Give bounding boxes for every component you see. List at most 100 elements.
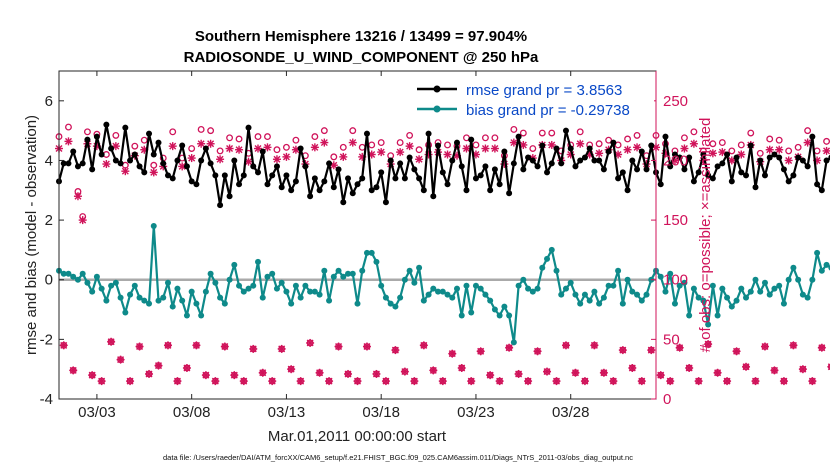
obs-possible-point	[614, 141, 622, 149]
point-rmse	[378, 169, 385, 176]
obs-possible-point	[65, 123, 72, 131]
point-bias	[624, 276, 631, 283]
legend-rmse-label: rmse grand pr = 3.8563	[466, 82, 622, 99]
point-bias	[283, 288, 290, 295]
point-rmse	[273, 163, 280, 170]
obs-assimilated-point	[201, 371, 210, 380]
point-bias	[719, 285, 726, 292]
point-rmse	[605, 148, 612, 155]
point-rmse	[804, 163, 811, 170]
obs-assimilated-point	[552, 377, 561, 386]
point-rmse	[558, 160, 565, 167]
point-rmse	[477, 172, 484, 179]
obs-assimilated-point	[708, 149, 717, 158]
obs-assimilated-point	[410, 377, 419, 386]
obs-assimilated-point	[490, 144, 499, 153]
obs-assimilated-point	[381, 377, 390, 386]
point-rmse	[799, 157, 806, 164]
point-bias	[207, 270, 214, 277]
legend-box	[412, 79, 654, 119]
point-rmse	[610, 139, 617, 146]
obs-assimilated-point	[197, 139, 206, 148]
point-bias	[164, 279, 171, 286]
obs-assimilated-point	[462, 144, 471, 153]
point-rmse	[321, 178, 328, 185]
obs-assimilated-point	[732, 347, 741, 356]
point-rmse	[724, 151, 731, 158]
obs-assimilated-point	[637, 377, 646, 386]
obs-assimilated-point	[647, 346, 656, 355]
point-bias	[382, 294, 389, 301]
obs-possible-point	[775, 136, 783, 144]
axis-ticks: 03/03 03/08 03/13 03/18 03/23 03/28 -4 -2 0 2 4 6 0 5…	[40, 71, 688, 421]
point-bias	[676, 282, 683, 289]
point-rmse	[302, 163, 309, 170]
obs-assimilated-point	[306, 338, 315, 347]
point-rmse	[790, 172, 797, 179]
obs-assimilated-point	[798, 365, 807, 374]
point-bias	[534, 285, 541, 292]
point-bias	[397, 294, 404, 301]
point-bias	[558, 291, 565, 298]
point-bias	[671, 300, 678, 307]
point-bias	[392, 303, 399, 310]
obs-assimilated-point	[348, 138, 357, 147]
point-bias	[572, 291, 579, 298]
y-tick-label: -4	[40, 391, 53, 408]
point-bias	[406, 267, 413, 274]
point-bias	[539, 264, 546, 271]
point-rmse	[89, 166, 96, 173]
obs-assimilated-point	[514, 369, 523, 378]
point-bias	[278, 279, 285, 286]
obs-possible-point	[472, 141, 480, 149]
obs-assimilated-point	[362, 342, 371, 351]
point-bias	[179, 297, 186, 304]
point-bias	[93, 273, 100, 280]
point-rmse	[60, 160, 67, 167]
obs-possible-point	[633, 131, 641, 139]
point-rmse	[615, 175, 622, 182]
point-bias	[586, 297, 593, 304]
point-bias	[435, 288, 442, 295]
y-tick-label: 6	[45, 93, 53, 110]
point-bias	[510, 339, 517, 346]
point-bias	[638, 297, 645, 304]
obs-assimilated-point	[339, 152, 348, 161]
obs-assimilated-point	[609, 377, 618, 386]
obs-possible-point	[406, 131, 414, 139]
point-bias	[70, 273, 77, 280]
point-rmse	[335, 166, 342, 173]
y-tick-label-right: 50	[663, 331, 680, 348]
point-bias	[619, 300, 626, 307]
point-bias	[416, 264, 423, 271]
point-bias	[662, 288, 669, 295]
plot-area	[59, 71, 656, 399]
point-bias	[629, 288, 636, 295]
point-rmse	[809, 133, 816, 140]
point-rmse	[93, 133, 100, 140]
point-rmse	[761, 172, 768, 179]
point-bias	[591, 288, 598, 295]
point-rmse	[752, 184, 759, 191]
obs-assimilated-point	[742, 362, 751, 371]
point-rmse	[316, 187, 323, 194]
obs-possible-point	[680, 134, 688, 142]
point-bias	[411, 279, 418, 286]
obs-assimilated-point	[325, 377, 334, 386]
series-line-rmse	[57, 123, 830, 207]
point-rmse	[74, 163, 81, 170]
obs-assimilated-point	[524, 377, 533, 386]
point-rmse	[600, 166, 607, 173]
point-bias	[714, 312, 721, 319]
point-rmse	[368, 187, 375, 194]
point-rmse	[397, 160, 404, 167]
obs-assimilated-point	[405, 142, 414, 151]
point-rmse	[202, 145, 209, 152]
point-bias	[605, 282, 612, 289]
point-rmse	[392, 175, 399, 182]
obs-assimilated-point	[173, 377, 182, 386]
point-bias	[743, 294, 750, 301]
point-bias	[567, 279, 574, 286]
point-bias	[823, 261, 830, 268]
point-rmse	[591, 157, 598, 164]
